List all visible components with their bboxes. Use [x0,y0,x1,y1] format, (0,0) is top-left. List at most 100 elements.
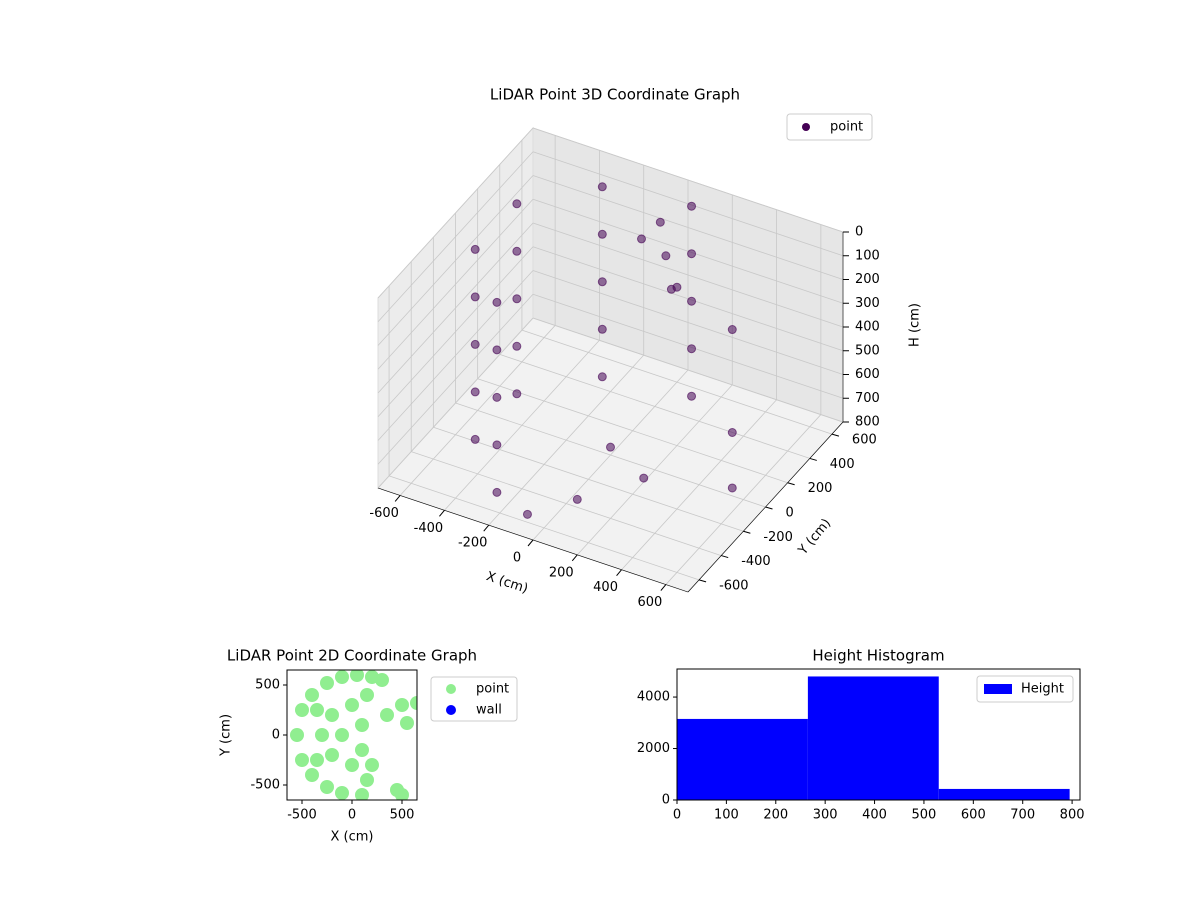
point [310,703,324,717]
x-tick-label: 200 [549,565,574,580]
y-tick-label: -200 [763,530,793,545]
chart-title: Height Histogram [812,647,944,665]
point [335,786,349,800]
tick-mark [394,495,401,502]
point [727,325,737,335]
point [470,244,480,254]
y-tick-label: 600 [852,433,877,448]
point [335,670,349,684]
point [355,788,369,800]
point [470,387,480,397]
grid-line [377,151,534,323]
point [639,473,649,483]
plot-area [290,670,417,800]
grid-line [532,222,844,328]
point [395,788,409,800]
z-tick-label: 400 [855,320,880,335]
point [315,728,329,742]
z-tick-label: 300 [855,296,880,311]
grid-line [388,475,700,581]
y-axis-label: Y (cm) [795,516,834,559]
tick-mark [721,555,729,559]
point [597,324,607,334]
x-tick-label: 0 [348,808,356,823]
y-tick-label: 0 [786,506,794,521]
x-tick-label: 200 [763,808,788,823]
bar [938,788,1070,800]
x-axis-label: X (cm) [484,569,530,597]
bar [677,718,808,800]
point [597,372,607,382]
point [395,698,409,712]
legend-marker [446,684,456,694]
legend-box [430,676,518,722]
grid-line [532,127,844,233]
x-tick-label: 0 [673,808,681,823]
point [492,440,502,450]
y-tick-label: -600 [719,578,749,593]
tick-mark [831,433,840,437]
x-tick-label: 300 [813,808,838,823]
grid-line [377,175,534,346]
grid-line [377,198,534,370]
legend-label: wall [476,703,502,718]
legend-marker [446,705,456,715]
point [512,294,522,304]
grid-line [377,222,534,394]
chart-title: LiDAR Point 3D Coordinate Graph [490,86,740,104]
axes-frame [676,668,1081,801]
x-tick-label: 400 [862,808,887,823]
grid-line [377,246,534,418]
point [512,199,522,209]
point [687,249,697,259]
grid-line [411,451,722,556]
grid-line [532,270,844,375]
point [355,718,369,732]
point [687,296,697,306]
z-tick-label: 0 [855,225,863,240]
point [400,716,414,730]
tick-mark [571,554,578,562]
point [655,217,665,227]
point [410,696,417,710]
tick-mark [787,482,795,486]
point [522,509,532,519]
y-tick-label: 4000 [637,690,670,705]
point [310,753,324,767]
legend-marker [802,123,810,131]
tick-mark [439,509,445,517]
z-tick-label: 200 [855,272,880,287]
y-tick-label: 200 [808,481,833,496]
y-tick-label: 0 [272,728,280,743]
point [320,780,334,794]
point [335,728,349,742]
bar [807,676,939,800]
y-tick-label: 500 [255,678,280,693]
point [727,483,737,493]
grid-line [377,270,534,441]
point [661,251,671,261]
y-tick-label: -400 [741,554,771,569]
point [492,392,502,402]
x-tick-label: 700 [1010,808,1035,823]
x-tick-label: 400 [593,580,618,595]
y-axis [687,421,844,593]
grid-line [532,175,844,280]
point [492,297,502,307]
grid-line [477,378,788,484]
point [492,487,502,497]
point [470,292,480,302]
z-tick-label: 100 [855,248,880,263]
legend-box [976,675,1074,703]
point [320,676,334,690]
x-tick-label: 600 [961,808,986,823]
x-tick-label: 600 [637,595,662,610]
point [687,344,697,354]
x-tick-label: 800 [1060,808,1085,823]
point [637,234,646,244]
tick-mark [527,539,534,547]
grid-line [455,402,766,508]
y-tick-label: 400 [830,457,855,472]
legend-box [786,113,873,141]
grid-line [521,329,833,435]
